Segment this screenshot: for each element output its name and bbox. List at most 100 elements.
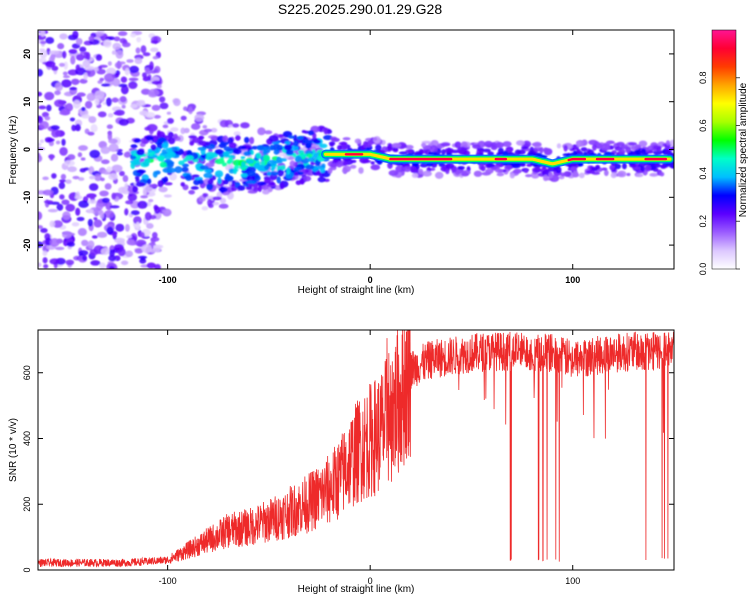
spectrogram-cell: [146, 223, 154, 229]
spectrogram-cell: [87, 131, 95, 136]
spectrogram-cell: [563, 171, 572, 178]
spectrogram-cell: [59, 179, 67, 183]
spectrogram-cell: [244, 159, 255, 164]
spectrogram-cell: [570, 166, 577, 171]
spectrogram-cell: [212, 196, 222, 201]
spectrogram-cell: [244, 136, 250, 144]
spectrogram-cell: [264, 130, 273, 135]
spectrogram-cell: [49, 238, 60, 247]
spectrogram-cell: [301, 153, 308, 158]
snr-x-label: Height of straight line (km): [298, 584, 415, 595]
spectrogram-cell: [128, 77, 139, 82]
spectrogram-cell: [395, 165, 404, 173]
spectrogram-cell: [95, 54, 103, 61]
spectrogram-cell: [246, 174, 256, 182]
spectrogram-cell: [387, 143, 393, 151]
spectrogram-cell: [560, 172, 566, 177]
spectrogram-cell: [261, 185, 269, 190]
spectrogram-cell: [159, 161, 167, 168]
spectrogram-cell: [39, 139, 44, 144]
spectrogram-cell: [146, 178, 152, 185]
spectrogram-cell: [275, 185, 281, 191]
spectrogram-cell: [107, 36, 115, 41]
spectrogram-cell: [293, 166, 302, 171]
spectrogram-cell: [120, 76, 128, 83]
spectrogram-cell: [203, 193, 209, 198]
spectrogram-cell: [285, 149, 294, 156]
spectrogram-cell: [39, 40, 47, 45]
spectrogram-cell: [100, 146, 111, 155]
spectrogram-y-label: Frequency (Hz): [8, 116, 19, 185]
spectrogram-cell: [89, 149, 101, 159]
spectrogram-cell: [67, 166, 77, 173]
spectrogram-cell: [372, 137, 378, 141]
spectrogram-cell: [83, 51, 89, 60]
spectrogram-cell: [262, 189, 270, 195]
spectrogram-cell: [119, 96, 127, 103]
spectrogram-cell: [152, 244, 162, 253]
spectrogram-cell: [625, 146, 632, 154]
spectrogram-cell: [616, 141, 625, 147]
spectrogram-cell: [55, 246, 65, 251]
spectrogram-cell: [153, 154, 159, 159]
spectrogram-cell: [49, 258, 60, 265]
spectrogram-cell: [266, 171, 272, 177]
spectrogram-cell: [514, 149, 522, 156]
spectrogram-cell: [82, 255, 87, 261]
spectrogram-cell: [201, 206, 209, 211]
spectrogram-cell: [59, 194, 65, 200]
spectrogram-cell: [370, 161, 375, 165]
spectrogram-cell: [108, 138, 118, 144]
spectrogram-cell: [319, 143, 328, 149]
spectrogram-cell: [330, 137, 340, 142]
spectrogram-cell: [419, 163, 428, 168]
spectrogram-cell: [38, 57, 47, 63]
spectrogram-cell: [111, 97, 120, 103]
spectrogram-cell: [330, 162, 338, 168]
spectrogram-cell: [207, 198, 212, 207]
spectrogram-cell: [47, 208, 58, 213]
spectrogram-cell: [117, 83, 128, 88]
spectrogram-cell: [101, 159, 110, 165]
spectrogram-cell: [123, 151, 131, 158]
spectrogram-cell: [284, 141, 291, 145]
spectrogram-cell: [391, 147, 399, 152]
spectrogram-cell: [167, 118, 174, 124]
spectrogram-cell: [405, 149, 414, 154]
spectrogram-cell: [172, 133, 178, 140]
spectrogram-cell: [65, 203, 76, 212]
spectrogram-cell: [96, 231, 108, 238]
spectrogram-cell: [106, 166, 113, 173]
spectrogram-cell: [113, 243, 124, 251]
spectrogram-cell: [656, 146, 662, 152]
spectrogram-cell: [168, 137, 176, 145]
spectrogram-cell: [263, 154, 271, 162]
spectrogram-cell: [68, 49, 78, 55]
spectrogram-cell: [81, 106, 86, 112]
spectrogram-cell: [145, 135, 154, 141]
spectrogram-cell: [161, 142, 169, 149]
spectrogram-cell: [151, 104, 161, 111]
spectrogram-cell: [548, 171, 554, 179]
spectrogram-cell: [38, 91, 43, 97]
spectrogram-cell: [75, 53, 85, 61]
spectrogram-cell: [521, 146, 529, 150]
spectrogram-cell: [629, 164, 637, 168]
spectrogram-x-tick-label: -100: [159, 275, 177, 285]
spectrogram-cell: [157, 180, 164, 188]
spectrogram-cell: [556, 143, 562, 149]
spectrogram-cell: [142, 52, 151, 57]
spectrogram-cell: [61, 199, 70, 205]
spectrogram-cell: [109, 249, 115, 257]
spectrogram-cell: [93, 219, 103, 228]
spectrogram-cell: [147, 201, 152, 207]
spectrogram-cell: [40, 30, 46, 37]
spectrogram-cell: [555, 166, 562, 174]
spectrogram-cell: [276, 144, 284, 150]
spectrogram-cell: [317, 176, 326, 183]
spectrogram-cell: [257, 127, 266, 136]
spectrogram-cell: [289, 160, 296, 168]
spectrogram-cell: [445, 169, 450, 175]
spectrogram-cell: [130, 103, 138, 109]
spectrogram-cell: [81, 114, 91, 119]
